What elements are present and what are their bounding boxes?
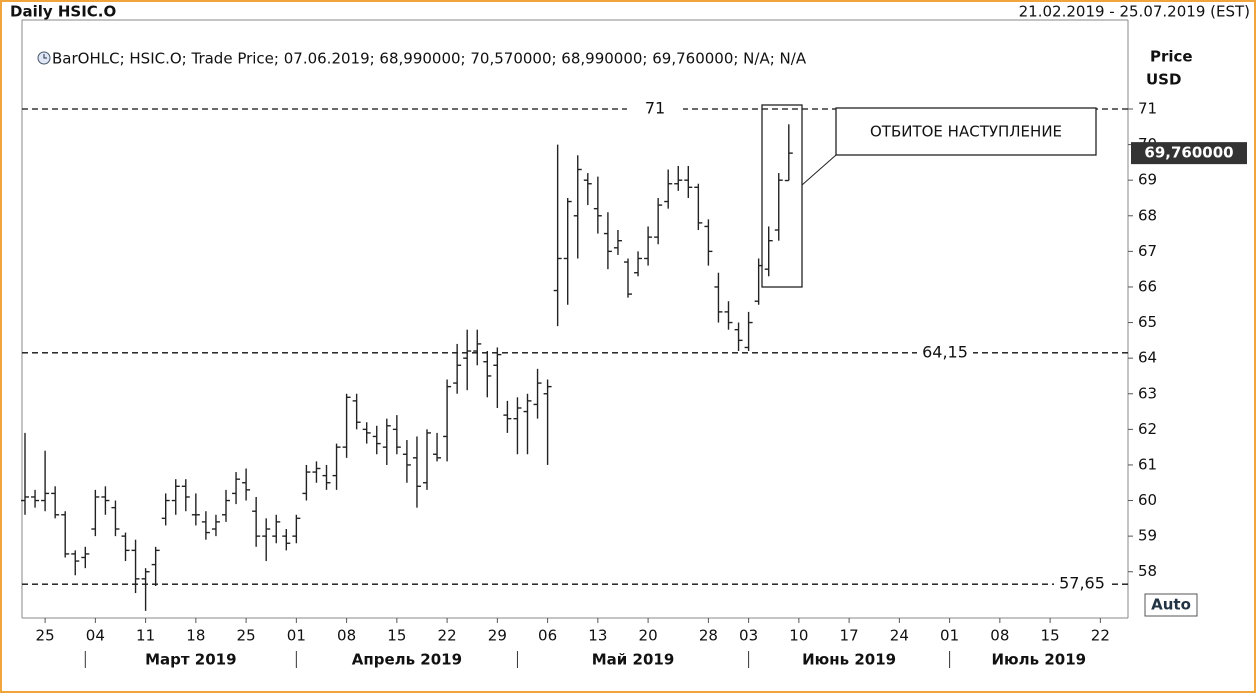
y-tick-label: 61	[1138, 455, 1157, 473]
x-tick-label: 04	[86, 627, 105, 645]
y-tick-label: 68	[1138, 206, 1157, 224]
y-tick-label: 58	[1138, 562, 1157, 580]
x-tick-label: 28	[699, 627, 718, 645]
chart-title: Daily HSIC.O	[10, 3, 116, 21]
x-tick-label: 11	[136, 627, 155, 645]
x-tick-label: 15	[1041, 627, 1060, 645]
y-tick-label: 65	[1138, 313, 1157, 331]
date-range: 21.02.2019 - 25.07.2019 (EST)	[1019, 3, 1250, 21]
x-tick-label: 25	[237, 627, 256, 645]
x-tick-label: 01	[287, 627, 306, 645]
x-tick-label: 25	[36, 627, 55, 645]
highlight-box	[761, 104, 803, 288]
month-label: Май 2019	[592, 651, 675, 669]
y-tick-label: 66	[1138, 277, 1157, 295]
callout-box	[835, 107, 1097, 156]
x-tick-label: 17	[840, 627, 859, 645]
axis-label: Price	[1150, 48, 1193, 66]
month-label: Июнь 2019	[802, 651, 896, 669]
level-label: 57,65	[1059, 574, 1105, 593]
month-label: Апрель 2019	[352, 651, 462, 669]
month-label: Июль 2019	[992, 651, 1087, 669]
x-tick-label: 08	[990, 627, 1009, 645]
callout-line	[801, 154, 837, 186]
x-tick-label: 18	[186, 627, 205, 645]
y-tick-label: 59	[1138, 527, 1157, 545]
auto-button[interactable]	[1144, 593, 1198, 617]
y-tick-label: 69	[1138, 171, 1157, 189]
x-tick-label: 20	[639, 627, 658, 645]
x-tick-label: 01	[940, 627, 959, 645]
x-tick-label: 24	[890, 627, 909, 645]
x-tick-label: 10	[789, 627, 808, 645]
legend-text: BarOHLC; HSIC.O; Trade Price; 07.06.2019…	[52, 50, 807, 68]
level-label-bg	[1054, 574, 1110, 595]
level-label-bg	[917, 342, 973, 363]
level-label: 64,15	[922, 342, 968, 361]
x-tick-label: 03	[739, 627, 758, 645]
x-tick-label: 06	[538, 627, 557, 645]
x-tick-label: 29	[488, 627, 507, 645]
level-label-bg	[627, 98, 683, 119]
callout-text: ОТБИТОЕ НАСТУПЛЕНИЕ	[870, 123, 1062, 141]
y-tick-label: 71	[1138, 99, 1157, 117]
y-tick-label: 63	[1138, 384, 1157, 402]
y-tick-label: 67	[1138, 242, 1157, 260]
y-tick-label: 62	[1138, 420, 1157, 438]
clock-icon	[43, 54, 47, 59]
level-label: 71	[645, 98, 665, 117]
x-tick-label: 22	[438, 627, 457, 645]
last-price-tag	[1131, 142, 1247, 165]
auto-button-label[interactable]: Auto	[1151, 596, 1191, 614]
x-tick-label: 15	[387, 627, 406, 645]
y-tick-label: 64	[1138, 349, 1157, 367]
last-price-label: 69,760000	[1144, 144, 1233, 162]
x-tick-label: 08	[337, 627, 356, 645]
month-label: Март 2019	[145, 651, 236, 669]
x-tick-label: 13	[588, 627, 607, 645]
y-tick-label: 60	[1138, 491, 1157, 509]
axis-label: USD	[1146, 71, 1181, 89]
x-tick-label: 22	[1091, 627, 1110, 645]
